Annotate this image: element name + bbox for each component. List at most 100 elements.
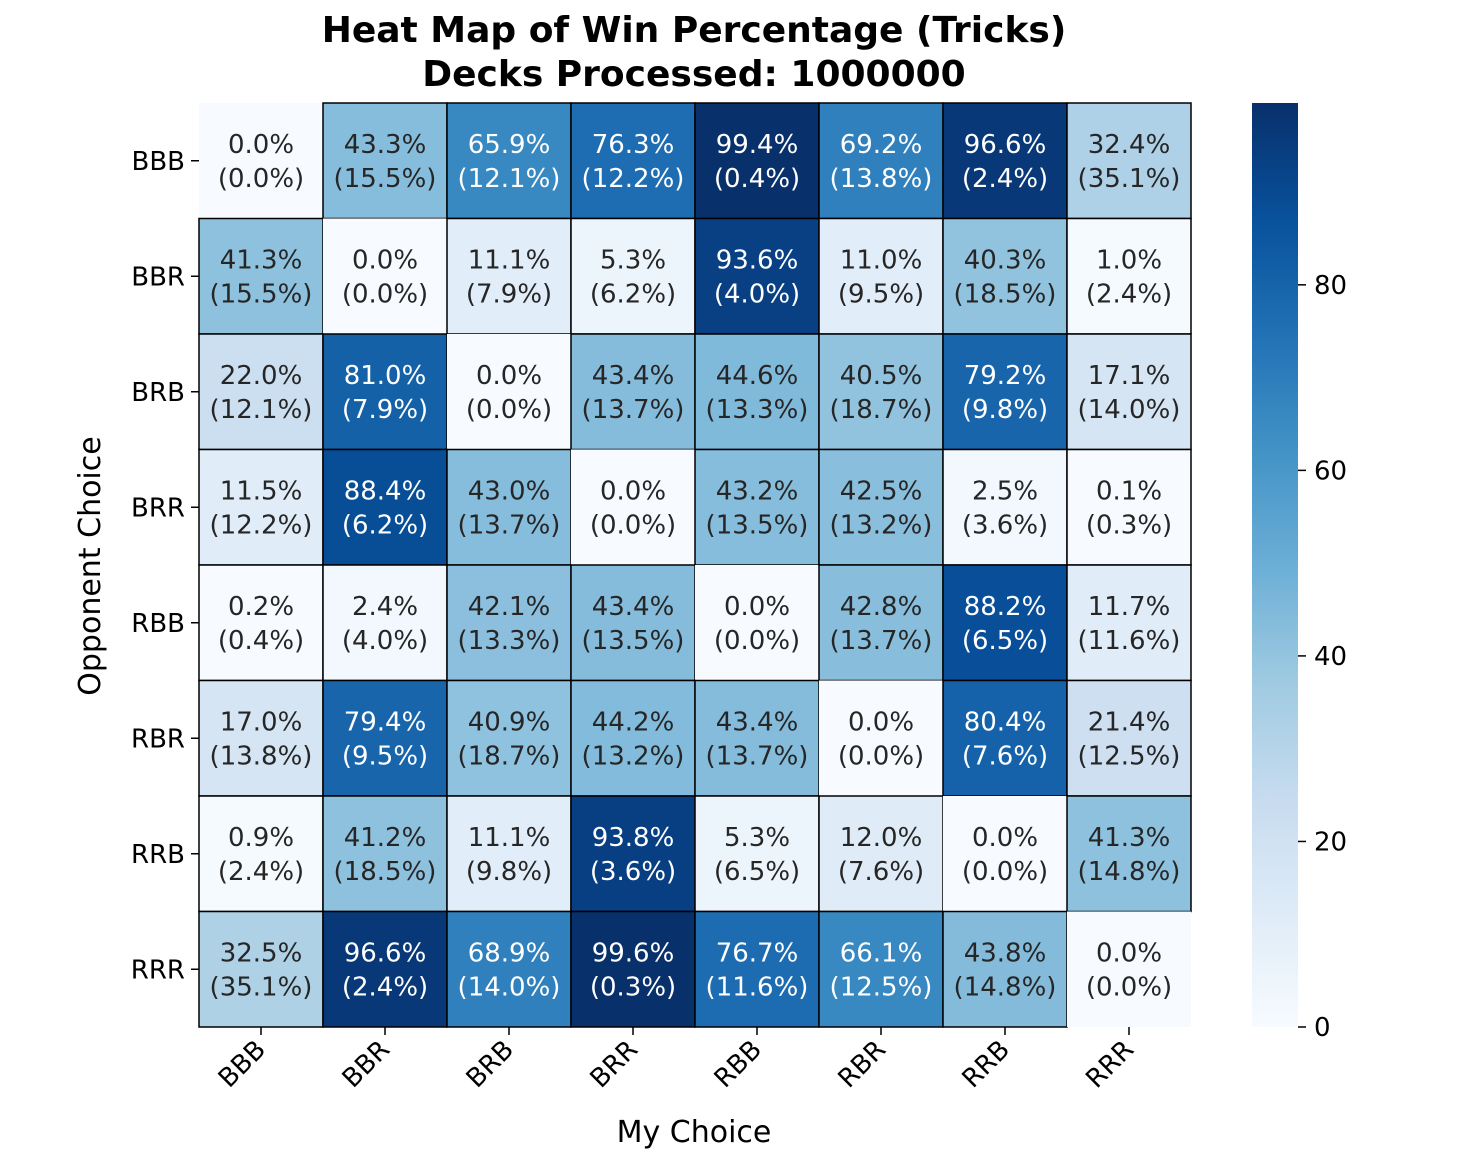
cell-value-label: 22.0% [220, 361, 303, 391]
cell-value-label: 5.3% [600, 246, 666, 276]
x-tick-label: RRB [957, 1035, 1016, 1094]
x-tick-label: RBR [833, 1035, 892, 1094]
x-tick-label: RBB [709, 1035, 768, 1094]
cell-value-label: 0.0% [972, 823, 1038, 853]
cell-value-label: 44.2% [592, 708, 675, 738]
heatmap-cell [322, 564, 448, 682]
heatmap-cell [198, 333, 324, 451]
cell-secondary-label: (9.8%) [962, 395, 1048, 425]
colorbar-ticks: 0 20 40 60 80 [1298, 271, 1347, 1043]
heatmap-cell [446, 564, 572, 682]
cell-value-label: 11.1% [468, 246, 551, 276]
cell-value-label: 17.0% [220, 708, 303, 738]
cell-secondary-label: (9.8%) [466, 857, 552, 887]
heatmap-cell [694, 333, 820, 451]
cell-secondary-label: (18.5%) [334, 857, 437, 887]
heatmap-cell [446, 679, 572, 797]
heatmap-cell [694, 795, 820, 913]
cell-value-label: 40.5% [840, 361, 923, 391]
heatmap-cell [198, 564, 324, 682]
cell-value-label: 0.9% [228, 823, 294, 853]
heatmap-cell [694, 217, 820, 335]
cell-value-label: 2.5% [972, 477, 1038, 507]
cell-value-label: 43.8% [964, 939, 1047, 969]
cell-secondary-label: (6.5%) [714, 857, 800, 887]
heatmap-cell [942, 333, 1068, 451]
cell-secondary-label: (13.7%) [706, 742, 809, 772]
colorbar-tick-label: 40 [1314, 642, 1347, 672]
cell-value-label: 93.8% [592, 823, 675, 853]
heatmap-cell [446, 795, 572, 913]
cell-value-label: 96.6% [344, 939, 427, 969]
heatmap-cell [694, 448, 820, 566]
colorbar-tick-label: 20 [1314, 827, 1347, 857]
heatmap-cell [199, 103, 323, 219]
cell-value-label: 69.2% [840, 130, 923, 160]
cell-secondary-label: (18.5%) [954, 280, 1057, 310]
heatmap-cell [694, 102, 820, 220]
cell-secondary-label: (14.8%) [954, 973, 1057, 1003]
cell-value-label: 21.4% [1088, 708, 1171, 738]
y-tick-label: RBR [131, 724, 185, 754]
cell-secondary-label: (12.5%) [1078, 742, 1181, 772]
heatmap-cell [322, 448, 448, 566]
cell-secondary-label: (13.7%) [458, 511, 561, 541]
heatmap-cell [570, 564, 696, 682]
cell-value-label: 1.0% [1096, 246, 1162, 276]
heatmap-cell [818, 448, 944, 566]
heatmap-cell [570, 679, 696, 797]
cell-value-label: 43.3% [344, 130, 427, 160]
y-tick-label: BBR [131, 262, 185, 292]
cell-secondary-label: (12.1%) [458, 164, 561, 194]
cell-secondary-label: (0.0%) [466, 395, 552, 425]
cell-value-label: 0.1% [1096, 477, 1162, 507]
cell-secondary-label: (0.0%) [218, 164, 304, 194]
heatmap-cell [322, 795, 448, 913]
cell-secondary-label: (13.5%) [582, 626, 685, 656]
cell-secondary-label: (3.6%) [590, 857, 676, 887]
colorbar-tick-label: 60 [1314, 456, 1347, 486]
cell-secondary-label: (6.2%) [342, 511, 428, 541]
cell-value-label: 0.0% [476, 361, 542, 391]
heatmap-cell [818, 217, 944, 335]
cell-value-label: 2.4% [352, 592, 418, 622]
cell-value-label: 0.2% [228, 592, 294, 622]
cell-secondary-label: (7.6%) [838, 857, 924, 887]
cell-secondary-label: (2.4%) [218, 857, 304, 887]
colorbar [1252, 103, 1298, 1027]
heatmap-cell [570, 217, 696, 335]
cell-secondary-label: (6.2%) [590, 280, 676, 310]
cell-value-label: 0.0% [228, 130, 294, 160]
heatmap-cell [943, 796, 1067, 912]
cell-secondary-label: (13.7%) [830, 626, 933, 656]
y-tick-label: BBB [131, 147, 185, 177]
heatmap-cell [322, 333, 448, 451]
cell-value-label: 96.6% [964, 130, 1047, 160]
cell-value-label: 93.6% [716, 246, 799, 276]
cell-value-label: 41.3% [1088, 823, 1171, 853]
cell-secondary-label: (13.7%) [582, 395, 685, 425]
cell-value-label: 65.9% [468, 130, 551, 160]
cell-value-label: 41.3% [220, 246, 303, 276]
cell-secondary-label: (0.0%) [838, 742, 924, 772]
cell-value-label: 5.3% [724, 823, 790, 853]
cell-secondary-label: (13.3%) [706, 395, 809, 425]
cell-secondary-label: (2.4%) [342, 973, 428, 1003]
cell-secondary-label: (0.0%) [962, 857, 1048, 887]
cell-value-label: 11.0% [840, 246, 923, 276]
heatmap-cell [818, 795, 944, 913]
cell-value-label: 42.1% [468, 592, 551, 622]
cell-value-label: 79.4% [344, 708, 427, 738]
cell-secondary-label: (9.5%) [342, 742, 428, 772]
y-tick-label: BRB [131, 378, 185, 408]
cell-secondary-label: (11.6%) [706, 973, 809, 1003]
cell-value-label: 11.1% [468, 823, 551, 853]
colorbar-tick-label: 0 [1314, 1013, 1331, 1043]
heatmap-cell [322, 910, 448, 1028]
cell-secondary-label: (13.2%) [582, 742, 685, 772]
heatmap-cell [1066, 333, 1192, 451]
x-tick-label: BBR [337, 1035, 396, 1094]
heatmap-cell [1066, 102, 1192, 220]
cell-value-label: 76.3% [592, 130, 675, 160]
